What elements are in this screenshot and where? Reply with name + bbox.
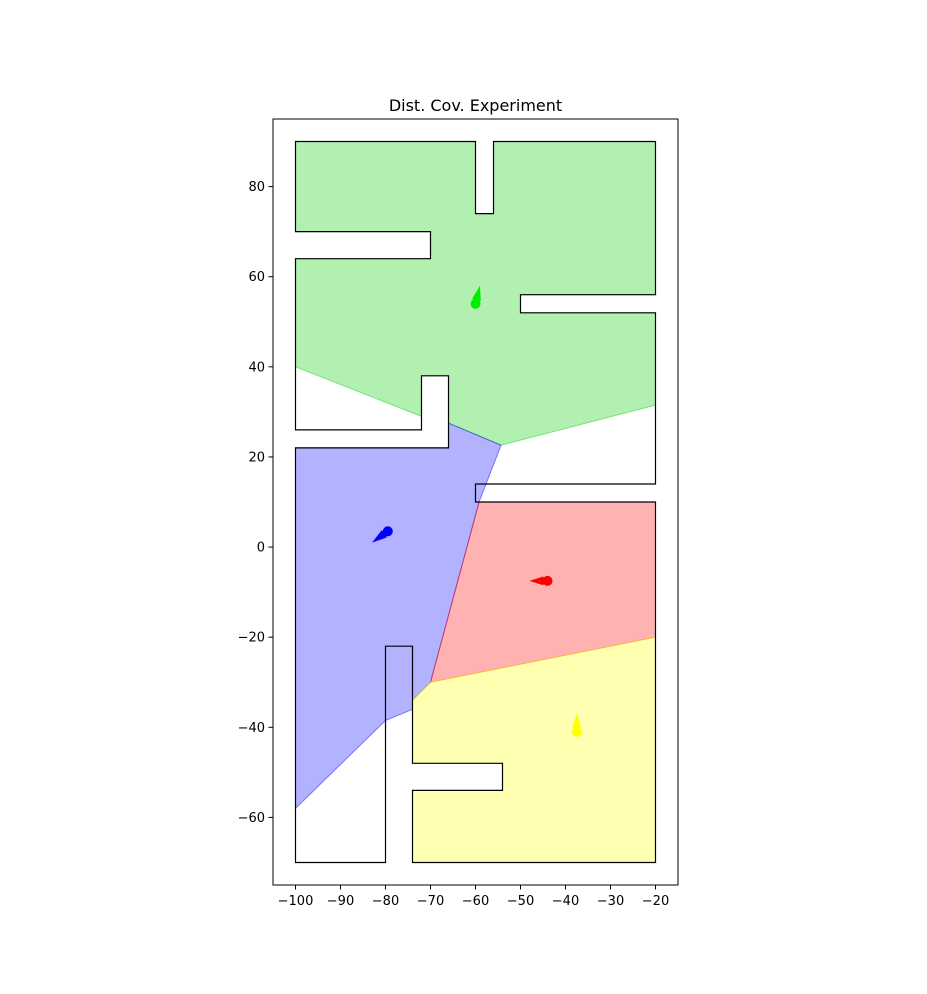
x-tick-label: −80 (372, 894, 399, 909)
environment-outline (294, 140, 657, 864)
agents-layer (372, 285, 582, 737)
y-tick-label: 0 (257, 541, 265, 556)
agent-marker-2 (382, 526, 393, 537)
x-tick-label: −60 (462, 894, 489, 909)
y-tick-label: 20 (248, 450, 265, 465)
agent-heading-arrow-1 (472, 285, 481, 301)
agent-marker-3 (542, 575, 553, 586)
y-tick-label: 60 (248, 270, 265, 285)
x-tick-label: −100 (278, 894, 314, 909)
x-tick-label: −90 (327, 894, 354, 909)
y-tick-label: −40 (238, 721, 265, 736)
agent-marker-4 (571, 726, 582, 737)
y-tick-label: 80 (248, 180, 265, 195)
y-tick-label: −60 (238, 811, 265, 826)
x-axis: −100 −90 −80 −70 −60 −50 −40 −30 −20 (278, 885, 669, 909)
x-tick-label: −40 (552, 894, 579, 909)
agent-heading-arrow-4 (572, 713, 582, 728)
y-tick-label: 40 (248, 360, 265, 375)
agent-heading-arrow-3 (529, 576, 544, 586)
x-tick-label: −30 (597, 894, 624, 909)
x-tick-label: −20 (642, 894, 669, 909)
x-tick-label: −50 (507, 894, 534, 909)
chart-title: Dist. Cov. Experiment (389, 96, 562, 115)
y-tick-label: −20 (238, 631, 265, 646)
environment-outline-layer (294, 140, 657, 864)
y-axis: −60 −40 −20 0 20 40 60 80 (238, 180, 273, 826)
x-tick-label: −70 (417, 894, 444, 909)
agent-marker-1 (470, 298, 481, 309)
